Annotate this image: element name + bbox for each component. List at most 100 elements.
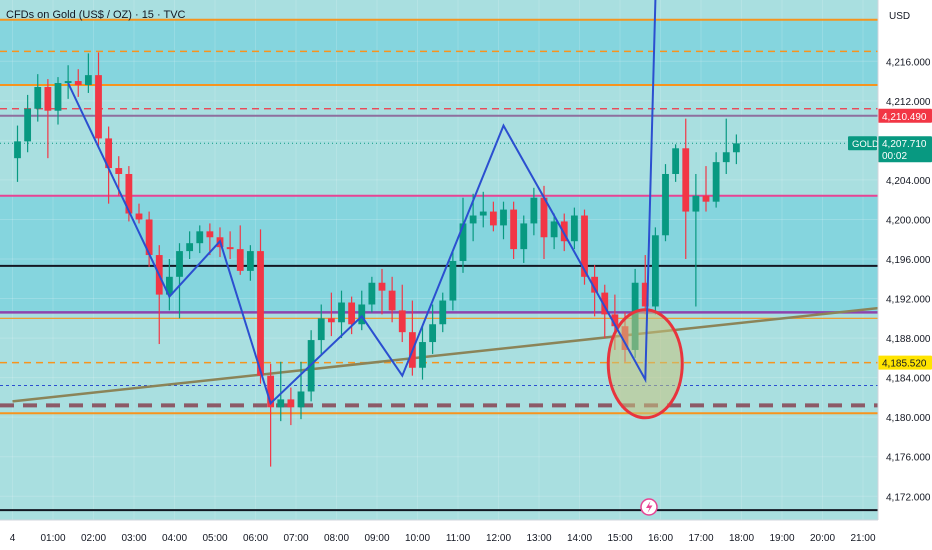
candle-body	[125, 173, 133, 214]
candle-body	[34, 86, 42, 109]
y-tick-label: 4,196.000	[886, 255, 931, 266]
x-tick-label: 21:00	[850, 533, 875, 544]
y-tick-label: 4,172.000	[886, 492, 931, 503]
candle-body	[135, 213, 143, 220]
candle-body	[560, 221, 568, 242]
y-tick-label: 4,176.000	[886, 453, 931, 464]
candle	[176, 243, 183, 319]
y-tick-label: 4,204.000	[886, 176, 931, 187]
candle	[641, 255, 649, 315]
candle-body	[105, 138, 113, 169]
time-axis-background	[0, 520, 932, 550]
candle	[378, 268, 386, 315]
price-label-countdown: 00:02	[882, 151, 907, 162]
candle	[257, 229, 264, 384]
candle	[449, 251, 457, 311]
candle	[530, 187, 538, 236]
x-tick-label: 03:00	[121, 533, 146, 544]
y-tick-label: 4,192.000	[886, 295, 931, 306]
symbol-tag: GOLD	[852, 139, 879, 150]
candle	[672, 144, 680, 182]
candle	[64, 65, 72, 99]
trend-line	[12, 306, 878, 403]
price-label-box	[878, 355, 932, 370]
x-tick-label: 4	[10, 533, 16, 544]
candle-body	[257, 251, 264, 376]
candle	[338, 290, 345, 339]
x-tick-label: 13:00	[526, 533, 551, 544]
candle-body	[206, 231, 214, 238]
candle	[165, 259, 173, 311]
candle-body	[520, 223, 528, 250]
candle	[186, 231, 194, 260]
candle-body	[398, 310, 406, 333]
y-tick-label: 4,216.000	[886, 57, 931, 68]
candle-body	[54, 83, 62, 111]
candle	[702, 166, 710, 212]
candle	[358, 290, 366, 331]
candle-body	[95, 75, 102, 139]
candle-body	[439, 300, 447, 325]
candle	[145, 211, 153, 267]
candle-body	[722, 152, 730, 163]
x-tick-label: 09:00	[364, 533, 389, 544]
candle	[429, 304, 437, 354]
price-axis-background	[878, 0, 932, 520]
candle	[550, 213, 558, 250]
x-tick-label: 07:00	[283, 533, 308, 544]
x-tick-label: 01:00	[40, 533, 65, 544]
candle	[591, 264, 599, 317]
candle-body	[702, 195, 710, 202]
candle-body	[186, 243, 194, 252]
wave-path	[67, 0, 657, 406]
candle	[287, 387, 295, 426]
price-label-box	[878, 108, 932, 123]
candle-body	[550, 221, 558, 238]
candle	[520, 215, 528, 263]
candle-body	[176, 251, 183, 277]
candle	[95, 52, 102, 149]
candle	[24, 94, 32, 153]
candle	[510, 201, 518, 260]
candle	[419, 326, 426, 380]
candle-body	[277, 399, 285, 408]
candle-body	[570, 215, 578, 242]
candle-body	[672, 148, 680, 174]
x-tick-label: 02:00	[81, 533, 106, 544]
candle	[398, 284, 406, 343]
price-label-value: 4,185.520	[882, 359, 927, 370]
symbol-tag-box	[848, 136, 877, 151]
x-tick-label: 20:00	[810, 533, 835, 544]
candle-body	[297, 391, 305, 408]
candle	[500, 201, 507, 240]
candle	[662, 164, 669, 242]
candle	[682, 118, 690, 260]
price-label: 4,185.520	[878, 355, 932, 370]
currency-label[interactable]: USD	[889, 11, 911, 22]
candle-body	[459, 223, 467, 261]
y-tick-label: 4,184.000	[886, 374, 931, 385]
candle-body	[14, 141, 21, 159]
x-tick-label: 08:00	[324, 533, 349, 544]
price-label-box	[878, 136, 932, 163]
price-label: 4,210.490	[878, 108, 932, 123]
x-tick-label: 06:00	[243, 533, 268, 544]
candle-body	[540, 197, 548, 238]
candle-body	[449, 260, 457, 301]
candle	[489, 201, 497, 232]
y-tick-label: 4,212.000	[886, 97, 931, 108]
candle	[206, 223, 214, 256]
candle-body	[712, 162, 720, 202]
x-tick-label: 04:00	[162, 533, 187, 544]
candle-body	[368, 282, 376, 305]
candle-body	[236, 249, 244, 271]
lightning-icon	[646, 501, 653, 513]
candle	[317, 304, 325, 354]
candle	[277, 361, 285, 422]
candle	[712, 152, 720, 208]
candle-body	[44, 86, 52, 111]
candle-body	[469, 215, 477, 224]
x-tick-label: 12:00	[486, 533, 511, 544]
